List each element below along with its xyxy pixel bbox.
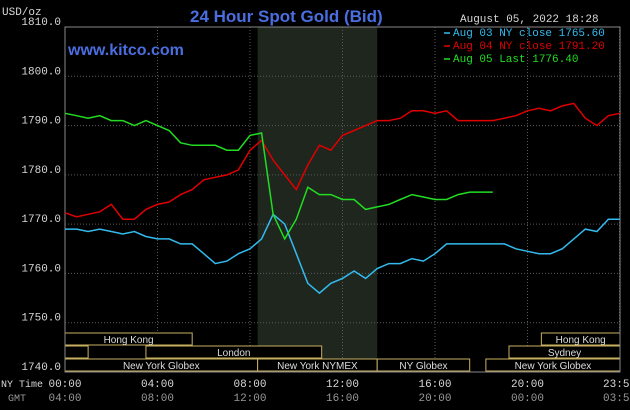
x-tick-label: 00:00 xyxy=(48,379,81,391)
y-axis-label: USD/oz xyxy=(2,7,42,19)
x-tick-label: 20:00 xyxy=(511,379,544,391)
session-label: Sydney xyxy=(548,348,581,359)
x2-tick-label: 00:00 xyxy=(511,393,544,405)
session-label: Hong Kong xyxy=(556,335,606,346)
y-tick-label: 1750.0 xyxy=(21,313,61,325)
timestamp: August 05, 2022 18:28 xyxy=(460,14,599,26)
session-label: New York Globex xyxy=(123,361,200,372)
y-tick-label: 1760.0 xyxy=(21,263,61,275)
session-label: New York NYMEX xyxy=(277,361,358,372)
y-tick-label: 1790.0 xyxy=(21,116,61,128)
legend-label: Aug 04 NY close 1791.20 xyxy=(453,41,605,53)
x-axis-label: NY Time xyxy=(1,379,43,391)
series-line xyxy=(64,102,621,220)
x2-tick-label: 20:00 xyxy=(418,393,451,405)
y-tick-label: 1780.0 xyxy=(21,165,61,177)
chart-title: 24 Hour Spot Gold (Bid) xyxy=(190,7,383,26)
series-line xyxy=(65,213,620,295)
session-label: New York Globex xyxy=(515,361,592,372)
highlight-band xyxy=(257,27,378,372)
x2-tick-label: 03:59 xyxy=(603,393,630,405)
x2-tick-label: 04:00 xyxy=(48,393,81,405)
y-tick-label: 1770.0 xyxy=(21,214,61,226)
session-label: London xyxy=(217,348,250,359)
y-tick-label: 1740.0 xyxy=(21,362,61,374)
x2-tick-label: 16:00 xyxy=(326,393,359,405)
session-box xyxy=(145,345,323,359)
session-label: Hong Kong xyxy=(104,335,154,346)
x2-tick-label: 12:00 xyxy=(233,393,266,405)
plot-frame xyxy=(64,26,621,373)
x2-tick-label: 08:00 xyxy=(141,393,174,405)
legend-label: Aug 03 NY close 1765.60 xyxy=(453,28,605,40)
series-line xyxy=(64,112,493,241)
session-box xyxy=(376,358,471,372)
y-tick-label: 1810.0 xyxy=(21,17,61,29)
x-tick-label: 16:00 xyxy=(418,379,451,391)
x2-axis-label: GMT xyxy=(8,394,26,405)
x-tick-label: 04:00 xyxy=(141,379,174,391)
x-tick-label: 08:00 xyxy=(233,379,266,391)
x-tick-label: 12:00 xyxy=(326,379,359,391)
session-label: NY Globex xyxy=(399,361,447,372)
session-box xyxy=(64,345,89,359)
x-tick-label: 23:59 xyxy=(603,379,630,391)
legend-label: Aug 05 Last 1776.40 xyxy=(453,54,578,66)
y-tick-label: 1800.0 xyxy=(21,66,61,78)
site-label: www.kitco.com xyxy=(67,42,184,59)
